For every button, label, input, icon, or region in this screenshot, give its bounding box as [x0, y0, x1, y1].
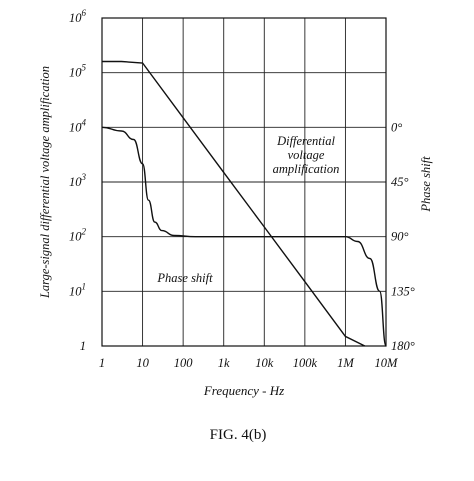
- y-tick-label: 105: [69, 63, 87, 80]
- x-axis-label: Frequency - Hz: [203, 383, 284, 398]
- x-tick-label: 10: [136, 356, 149, 370]
- y-tick-label: 102: [69, 227, 87, 244]
- x-tick-label: 1k: [218, 356, 230, 370]
- phase-shift-line: [101, 126, 387, 347]
- x-tick-labels: 1 10 100 1k 10k 100k 1M 10M: [99, 356, 398, 370]
- figure-caption: FIG. 4(b): [210, 427, 267, 443]
- y-tick-label: 101: [69, 281, 86, 298]
- y2-axis-label: Phase shift: [419, 156, 433, 213]
- annotation-line: voltage: [288, 148, 325, 162]
- y-tick-labels: 1 101 102 103 104 105 106: [69, 8, 87, 353]
- annotation-phase: Phase shift: [156, 271, 213, 285]
- annotation-line: Phase shift: [156, 271, 213, 285]
- y2-tick-label: 135°: [391, 284, 415, 298]
- y2-tick-labels: 0° 45° 90° 135° 180°: [391, 120, 415, 353]
- y-tick-label: 104: [69, 117, 87, 134]
- annotation-line: Differential: [276, 134, 335, 148]
- amplification-line: [102, 60, 366, 347]
- y2-tick-label: 0°: [391, 120, 402, 134]
- y-axis-label: Large-signal differential voltage amplif…: [38, 66, 52, 299]
- y-tick-label: 103: [69, 172, 87, 189]
- y2-tick-label: 45°: [391, 175, 409, 189]
- annotation-line: amplification: [273, 162, 340, 176]
- x-tick-label: 100: [174, 356, 194, 370]
- x-tick-label: 10k: [255, 356, 274, 370]
- x-tick-label: 10M: [375, 356, 399, 370]
- plot-frame: [101, 17, 387, 347]
- y2-tick-label: 90°: [391, 230, 409, 244]
- x-tick-label: 1M: [337, 356, 354, 370]
- series-lines: [101, 60, 387, 347]
- y-tick-label: 106: [69, 8, 87, 25]
- x-tick-label: 1: [99, 356, 105, 370]
- y2-tick-label: 180°: [391, 339, 415, 353]
- grid-lines: [102, 18, 386, 346]
- x-tick-label: 100k: [293, 356, 318, 370]
- y-tick-label: 1: [80, 339, 86, 353]
